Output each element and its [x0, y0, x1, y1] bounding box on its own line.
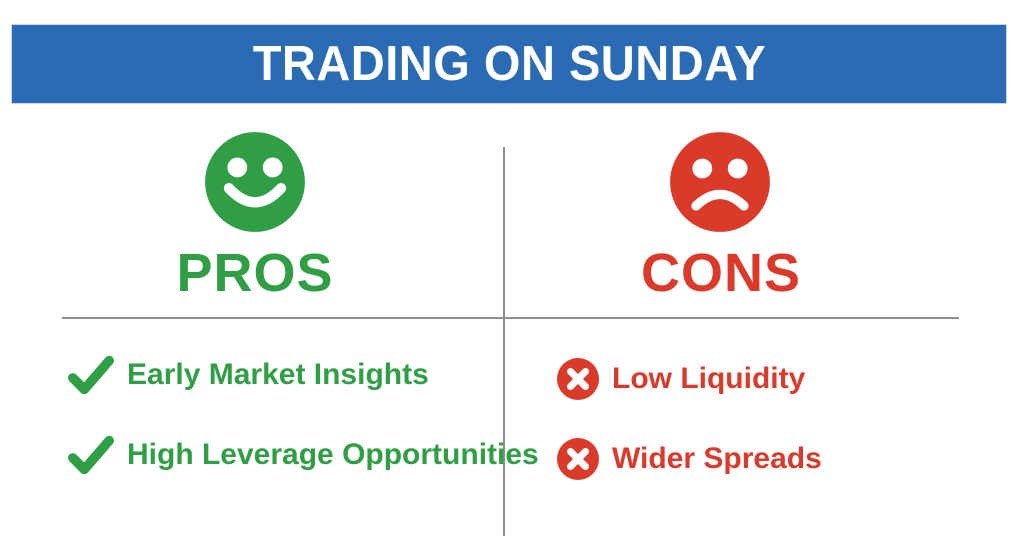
checkmark-icon	[68, 435, 114, 475]
pros-item-label: Early Market Insights	[127, 358, 429, 391]
page-title: TRADING ON SUNDAY	[252, 37, 766, 91]
list-item: Wider Spreads	[556, 437, 822, 481]
title-banner: TRADING ON SUNDAY	[12, 25, 1006, 103]
vertical-divider	[503, 147, 505, 536]
x-circle-icon	[557, 358, 599, 400]
cons-item-label: Low Liquidity	[612, 362, 806, 395]
smiley-face-icon	[205, 132, 305, 232]
frown-face-icon	[670, 132, 770, 232]
list-item: High Leverage Opportunities	[68, 433, 539, 477]
list-item: Low Liquidity	[556, 357, 822, 401]
pros-item-label: High Leverage Opportunities	[127, 438, 539, 471]
pros-list: Early Market Insights High Leverage Oppo…	[68, 353, 539, 513]
horizontal-divider	[62, 317, 959, 319]
x-circle-icon	[557, 438, 599, 480]
cons-item-label: Wider Spreads	[612, 442, 822, 475]
cons-heading: CONS	[640, 243, 801, 303]
checkmark-icon	[68, 355, 114, 395]
list-item: Early Market Insights	[68, 353, 539, 397]
pros-heading: PROS	[176, 243, 334, 303]
cons-list: Low Liquidity Wider Spreads	[556, 357, 822, 517]
